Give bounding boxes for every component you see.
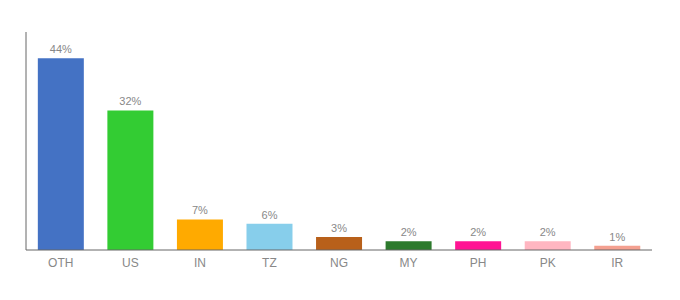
svg-text:PH: PH (470, 256, 487, 270)
svg-text:44%: 44% (50, 43, 72, 55)
svg-text:IR: IR (611, 256, 623, 270)
svg-text:3%: 3% (331, 222, 347, 234)
svg-text:US: US (122, 256, 139, 270)
svg-text:32%: 32% (119, 95, 141, 107)
svg-text:6%: 6% (262, 209, 278, 221)
svg-text:7%: 7% (192, 204, 208, 216)
svg-text:2%: 2% (470, 226, 486, 238)
svg-text:2%: 2% (540, 226, 556, 238)
svg-text:2%: 2% (401, 226, 417, 238)
svg-text:TZ: TZ (262, 256, 277, 270)
svg-text:MY: MY (400, 256, 418, 270)
svg-text:OTH: OTH (48, 256, 73, 270)
svg-text:IN: IN (194, 256, 206, 270)
svg-text:1%: 1% (609, 231, 625, 243)
svg-text:PK: PK (540, 256, 556, 270)
svg-text:NG: NG (330, 256, 348, 270)
